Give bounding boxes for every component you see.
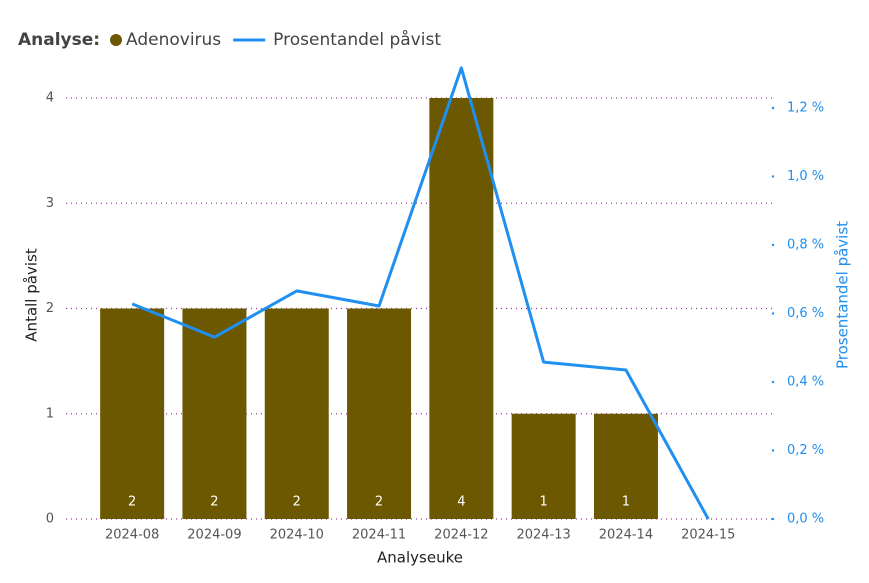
x-tick-label: 2024-13	[516, 528, 570, 543]
y2-tick-label: 0,4 %	[787, 375, 824, 390]
y2-tick	[771, 312, 775, 315]
y-tick-label: 4	[46, 91, 54, 106]
y2-tick	[771, 106, 775, 110]
y2-tick-label: 0,0 %	[787, 512, 824, 527]
y2-tick	[771, 380, 775, 384]
y2-tick	[771, 449, 775, 452]
y2-tick-label: 1,0 %	[787, 169, 824, 184]
bar	[593, 413, 658, 519]
bar-value-label: 1	[540, 495, 548, 510]
y-tick-label: 0	[46, 512, 54, 527]
bar-value-label: 2	[293, 495, 301, 510]
bar-value-label: 2	[210, 495, 218, 510]
line	[131, 66, 710, 520]
x-tick-label: 2024-11	[352, 528, 406, 543]
y2-tick	[771, 517, 775, 521]
x-tick-label: 2024-09	[187, 528, 241, 543]
bar	[264, 308, 329, 519]
x-tick-label: 2024-12	[434, 528, 488, 543]
bar-value-label: 4	[457, 495, 465, 510]
legend-marker	[110, 34, 122, 46]
legend-title: Analyse:	[18, 30, 100, 50]
y2-tick-label: 0,8 %	[787, 238, 824, 253]
x-axis-title: Analyseuke	[377, 549, 463, 567]
bar-value-label: 2	[128, 495, 136, 510]
bar	[182, 308, 247, 519]
bar	[100, 308, 165, 519]
legend-label: Adenovirus	[126, 30, 221, 50]
legend-label: Prosentandel påvist	[273, 29, 441, 50]
y2-axis-title: Prosentandel påvist	[834, 221, 852, 369]
x-tick-label: 2024-15	[681, 528, 735, 543]
bar	[429, 98, 494, 519]
bar	[511, 413, 576, 519]
x-tick-label: 2024-10	[270, 528, 324, 543]
bar-value-label: 1	[622, 495, 630, 510]
y2-tick-label: 0,6 %	[787, 306, 824, 321]
y-tick-label: 2	[46, 301, 54, 316]
y2-tick	[771, 243, 775, 247]
y2-tick-label: 0,2 %	[787, 443, 824, 458]
bar-value-label: 2	[375, 495, 383, 510]
y-tick-label: 3	[46, 196, 54, 211]
y-axis-title: Antall påvist	[23, 248, 41, 342]
y-tick-label: 1	[46, 406, 54, 421]
x-tick-label: 2024-14	[599, 528, 653, 543]
y2-tick-label: 1,2 %	[787, 101, 824, 116]
bar	[347, 308, 412, 519]
y2-tick	[771, 175, 775, 178]
x-tick-label: 2024-08	[105, 528, 159, 543]
